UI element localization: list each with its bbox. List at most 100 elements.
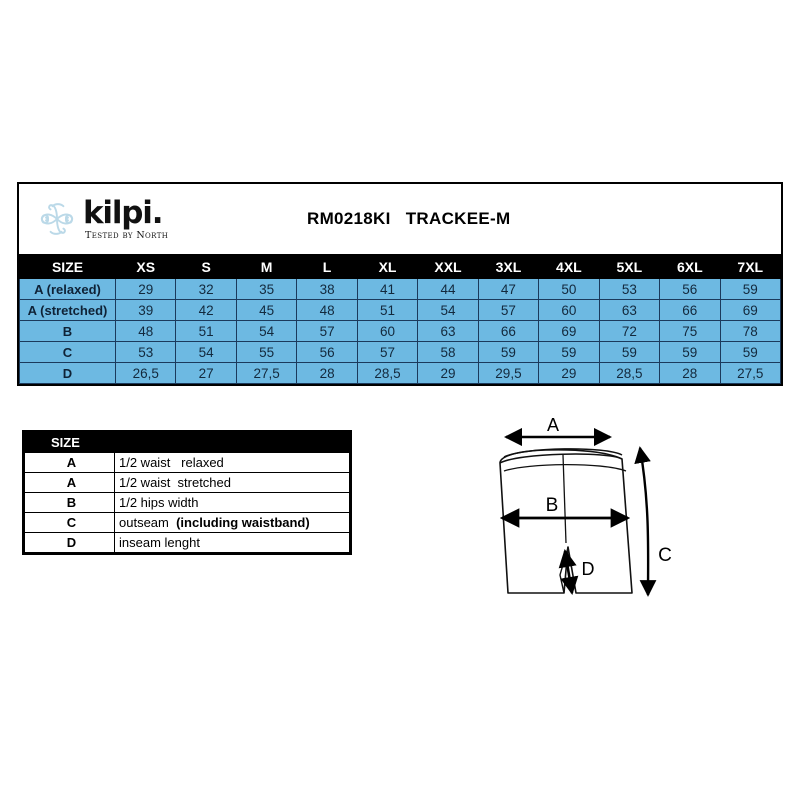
- legend-key-c: C: [24, 512, 115, 533]
- cell: 45: [235, 299, 298, 321]
- column-header-xs: XS: [114, 254, 177, 279]
- legend-desc-b: 1/2 hips width: [114, 492, 350, 513]
- column-header-s: S: [175, 254, 237, 279]
- diagram-label-a: A: [547, 415, 559, 435]
- cell: 54: [417, 299, 479, 321]
- list-item: D inseam lenght: [24, 532, 350, 553]
- cell: 54: [235, 320, 298, 342]
- legend-desc-a-relaxed: 1/2 waist relaxed: [114, 452, 350, 473]
- cell: 28: [659, 362, 721, 384]
- legend-desc-c: outseam (including waistband): [114, 512, 350, 533]
- cell: 78: [719, 320, 782, 342]
- cell: 63: [598, 299, 661, 321]
- cell: 28,5: [356, 362, 419, 384]
- shorts-measurement-diagram: A B C D: [480, 415, 695, 620]
- legend-desc-a-stretched: 1/2 waist stretched: [114, 472, 350, 493]
- legend-key-a-stretched: A: [24, 472, 115, 493]
- chart-header-row: kilpi. Tested by North RM0218KI TRACKEE-…: [19, 184, 781, 254]
- row-label-d: D: [19, 362, 116, 384]
- cell: 27,5: [235, 362, 298, 384]
- cell: 29: [538, 362, 600, 384]
- cell: 60: [356, 320, 419, 342]
- column-header-xxl: XXL: [417, 254, 479, 279]
- column-header-5xl: 5XL: [598, 254, 661, 279]
- column-header-l: L: [296, 254, 358, 279]
- cell: 51: [356, 299, 419, 321]
- list-item: B 1/2 hips width: [24, 492, 350, 513]
- cell: 28: [296, 362, 358, 384]
- measurement-legend-panel: SIZE A 1/2 waist relaxed A 1/2 waist str…: [22, 430, 352, 555]
- cell: 72: [598, 320, 661, 342]
- table-row: B 48 51 54 57 60 63 66 69 72 75 78: [19, 320, 782, 342]
- table-row: C 53 54 55 56 57 58 59 59 59 59 59: [19, 341, 782, 363]
- cell: 56: [659, 278, 721, 300]
- size-table-header-row: SIZE XS S M L XL XXL 3XL 4XL 5XL 6XL 7XL: [19, 254, 782, 279]
- cell: 48: [296, 299, 358, 321]
- cell: 47: [477, 278, 540, 300]
- arrow-d: [558, 548, 579, 596]
- legend-key-a-relaxed: A: [24, 452, 115, 473]
- product-title: RM0218KI TRACKEE-M: [307, 209, 511, 228]
- measurement-legend-table: SIZE A 1/2 waist relaxed A 1/2 waist str…: [24, 432, 350, 553]
- cell: 32: [175, 278, 237, 300]
- cell: 35: [235, 278, 298, 300]
- cell: 44: [417, 278, 479, 300]
- cell: 59: [719, 278, 782, 300]
- size-measurements-table: SIZE XS S M L XL XXL 3XL 4XL 5XL 6XL 7XL…: [19, 254, 782, 384]
- diagram-label-d: D: [582, 559, 595, 579]
- cell: 63: [417, 320, 479, 342]
- legend-key-b: B: [24, 492, 115, 513]
- table-row: D 26,5 27 27,5 28 28,5 29 29,5 29 28,5 2…: [19, 362, 782, 384]
- cell: 66: [659, 299, 721, 321]
- cell: 54: [175, 341, 237, 363]
- cell: 48: [114, 320, 177, 342]
- legend-key-d: D: [24, 532, 115, 553]
- cell: 75: [659, 320, 721, 342]
- legend-header-size: SIZE: [24, 432, 350, 453]
- column-header-4xl: 4XL: [538, 254, 600, 279]
- row-label-a-stretched: A (stretched): [19, 299, 116, 321]
- brand-logo: kilpi. Tested by North: [19, 197, 269, 241]
- brand-wordmark: kilpi.: [83, 194, 163, 231]
- column-header-7xl: 7XL: [719, 254, 782, 279]
- cell: 27,5: [719, 362, 782, 384]
- cell: 69: [719, 299, 782, 321]
- cell: 28,5: [598, 362, 661, 384]
- cell: 53: [598, 278, 661, 300]
- row-label-b: B: [19, 320, 116, 342]
- cell: 59: [719, 341, 782, 363]
- cell: 29: [417, 362, 479, 384]
- table-row: A (stretched) 39 42 45 48 51 54 57 60 63…: [19, 299, 782, 321]
- cell: 59: [477, 341, 540, 363]
- cell: 38: [296, 278, 358, 300]
- kilpi-celtic-knot-icon: [35, 197, 79, 241]
- cell: 41: [356, 278, 419, 300]
- arrow-c: [634, 446, 657, 597]
- cell: 53: [114, 341, 177, 363]
- diagram-label-c: C: [658, 545, 672, 566]
- cell: 57: [296, 320, 358, 342]
- column-header-size: SIZE: [19, 254, 116, 279]
- list-item: A 1/2 waist relaxed: [24, 452, 350, 473]
- legend-desc-c-bold: (including waistband): [176, 515, 310, 530]
- row-label-c: C: [19, 341, 116, 363]
- cell: 69: [538, 320, 600, 342]
- cell: 55: [235, 341, 298, 363]
- cell: 58: [417, 341, 479, 363]
- list-item: A 1/2 waist stretched: [24, 472, 350, 493]
- size-chart-panel: kilpi. Tested by North RM0218KI TRACKEE-…: [17, 182, 783, 386]
- cell: 66: [477, 320, 540, 342]
- cell: 26,5: [114, 362, 177, 384]
- cell: 39: [114, 299, 177, 321]
- cell: 59: [598, 341, 661, 363]
- row-label-a-relaxed: A (relaxed): [19, 278, 116, 300]
- cell: 29: [114, 278, 177, 300]
- column-header-6xl: 6XL: [659, 254, 721, 279]
- cell: 59: [538, 341, 600, 363]
- cell: 51: [175, 320, 237, 342]
- cell: 27: [175, 362, 237, 384]
- brand-tagline: Tested by North: [85, 229, 169, 241]
- column-header-m: M: [235, 254, 298, 279]
- cell: 57: [477, 299, 540, 321]
- table-row: A (relaxed) 29 32 35 38 41 44 47 50 53 5…: [19, 278, 782, 300]
